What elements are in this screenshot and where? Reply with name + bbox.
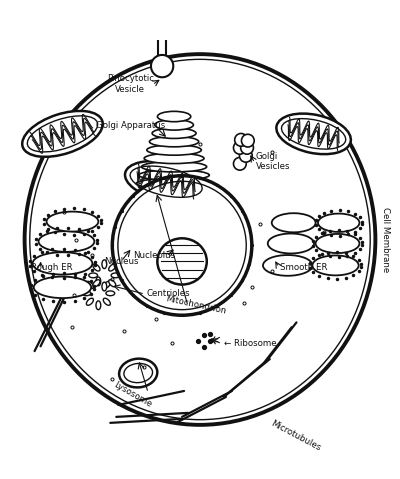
Circle shape: [240, 149, 252, 162]
Ellipse shape: [22, 111, 103, 157]
Ellipse shape: [93, 280, 100, 287]
Circle shape: [112, 176, 252, 315]
Text: Lysosome: Lysosome: [112, 380, 153, 410]
Ellipse shape: [158, 111, 191, 122]
Ellipse shape: [32, 252, 92, 274]
Text: Centrioles: Centrioles: [146, 289, 190, 298]
Text: Rough ER: Rough ER: [30, 263, 72, 272]
Circle shape: [151, 55, 173, 77]
Text: Cell Membrane: Cell Membrane: [381, 207, 390, 272]
Ellipse shape: [103, 281, 110, 288]
Text: ← Ribosome: ← Ribosome: [224, 339, 276, 348]
Ellipse shape: [102, 282, 107, 291]
Circle shape: [235, 134, 248, 146]
Ellipse shape: [155, 120, 194, 130]
Ellipse shape: [93, 264, 100, 271]
Ellipse shape: [276, 114, 351, 154]
Circle shape: [242, 134, 254, 147]
Ellipse shape: [157, 239, 207, 285]
Ellipse shape: [46, 212, 98, 231]
Ellipse shape: [109, 264, 116, 271]
Text: Nucleus: Nucleus: [104, 257, 138, 266]
Ellipse shape: [268, 234, 314, 253]
Ellipse shape: [89, 273, 98, 278]
Ellipse shape: [125, 161, 207, 202]
Circle shape: [234, 141, 246, 154]
Circle shape: [234, 158, 246, 170]
Ellipse shape: [312, 255, 359, 275]
Ellipse shape: [38, 231, 94, 252]
Ellipse shape: [86, 281, 94, 288]
Ellipse shape: [25, 54, 375, 425]
Text: Golgi Apparatus: Golgi Apparatus: [96, 121, 165, 130]
Text: Smooth ER: Smooth ER: [280, 263, 327, 272]
Text: Mitochondrion: Mitochondrion: [165, 295, 227, 316]
Ellipse shape: [119, 359, 157, 388]
Text: Microtubules: Microtubules: [270, 419, 323, 453]
Text: Pinocytotic
Vesicle: Pinocytotic Vesicle: [107, 74, 154, 94]
Circle shape: [241, 141, 254, 154]
Ellipse shape: [147, 145, 201, 155]
Ellipse shape: [272, 213, 316, 232]
Ellipse shape: [150, 137, 199, 147]
Ellipse shape: [34, 276, 91, 298]
Ellipse shape: [103, 298, 110, 305]
Ellipse shape: [142, 161, 207, 172]
Ellipse shape: [96, 277, 101, 286]
Ellipse shape: [109, 280, 116, 287]
Text: Nucleolus: Nucleolus: [133, 251, 175, 260]
Ellipse shape: [318, 214, 360, 232]
Ellipse shape: [111, 273, 120, 278]
Ellipse shape: [263, 255, 312, 276]
Ellipse shape: [152, 128, 196, 138]
Ellipse shape: [144, 153, 204, 163]
Ellipse shape: [136, 178, 212, 189]
Ellipse shape: [316, 234, 360, 253]
Ellipse shape: [82, 291, 91, 296]
Ellipse shape: [139, 170, 209, 180]
Ellipse shape: [102, 260, 107, 269]
Ellipse shape: [86, 298, 94, 305]
Text: Golgi
Vesicles: Golgi Vesicles: [256, 152, 290, 171]
Ellipse shape: [96, 301, 101, 309]
Ellipse shape: [106, 291, 115, 296]
